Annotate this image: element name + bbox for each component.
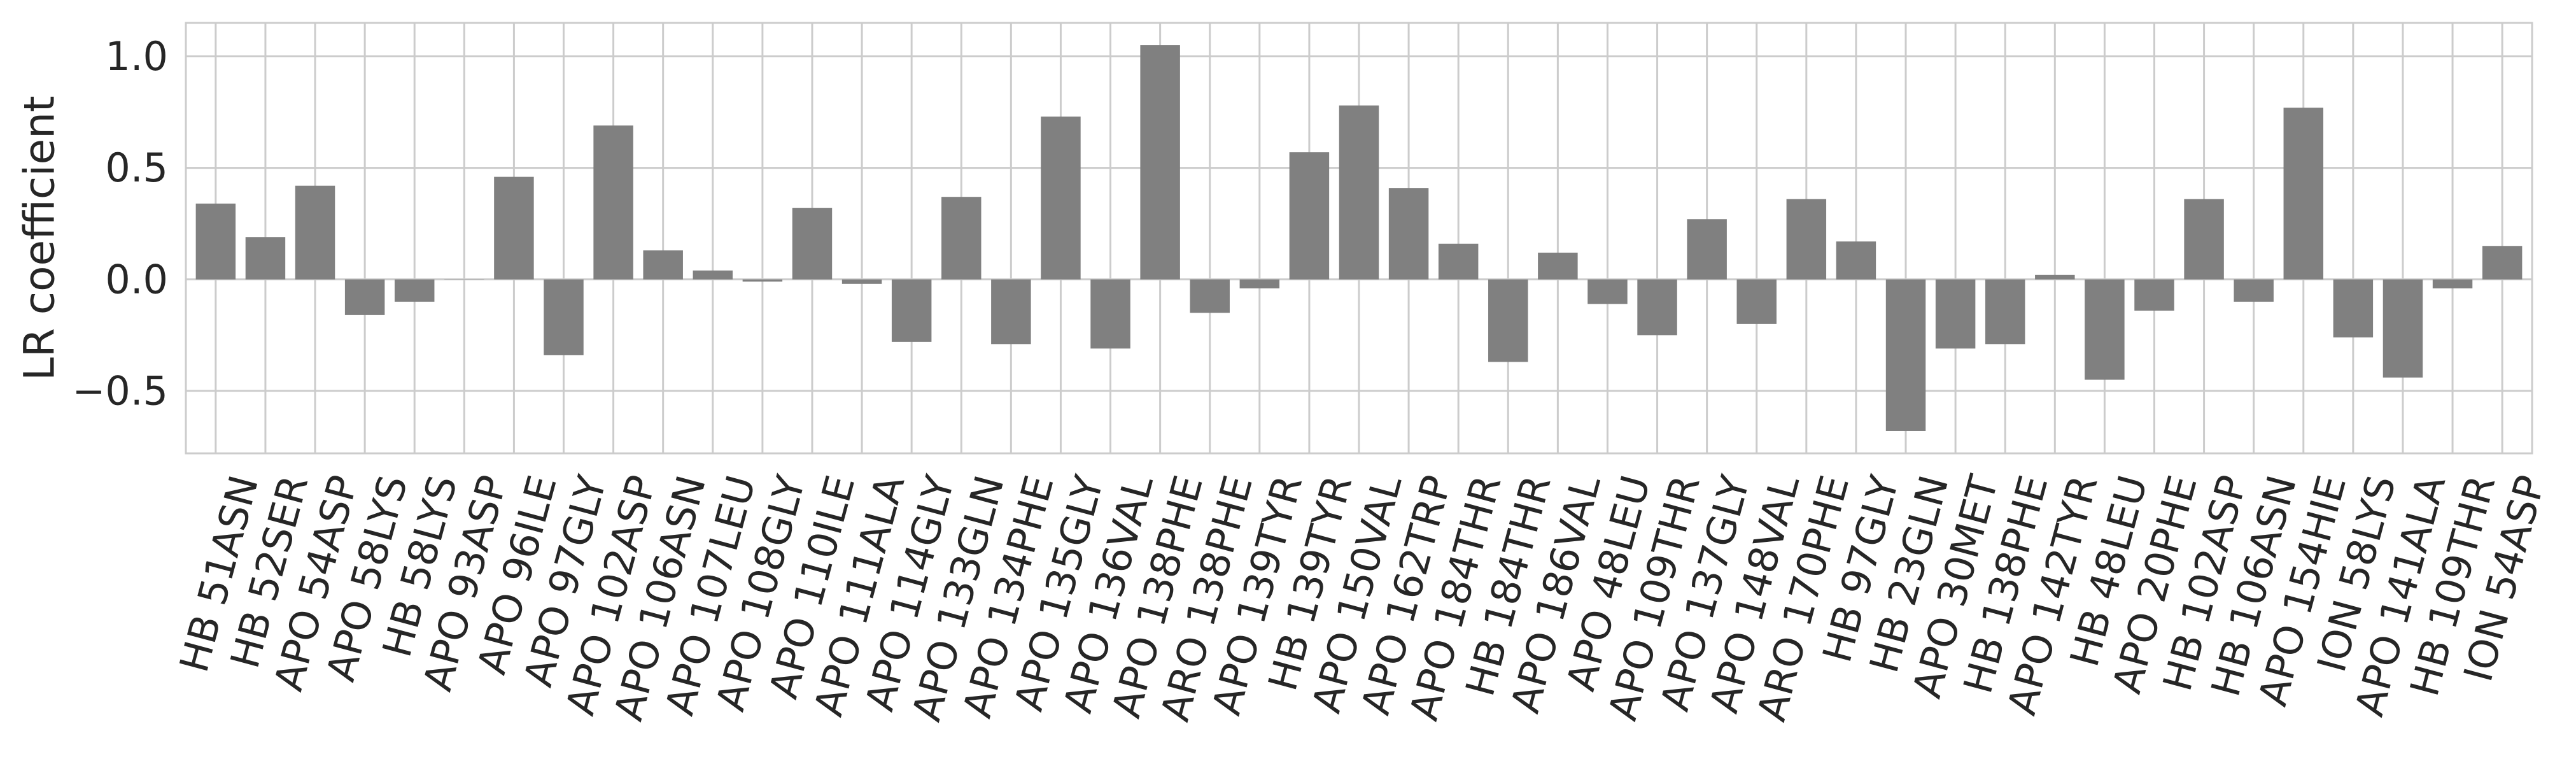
- bar: [1687, 219, 1727, 280]
- bar: [2085, 279, 2125, 380]
- bar: [2382, 279, 2423, 378]
- bar: [792, 208, 833, 280]
- y-axis-label: LR coefficient: [15, 96, 64, 381]
- bar: [1786, 199, 1827, 280]
- bar: [2184, 199, 2224, 280]
- bar: [1438, 243, 1479, 280]
- bar: [2432, 279, 2473, 288]
- bar: [1836, 241, 1876, 280]
- bar: [593, 125, 633, 280]
- bar: [195, 203, 236, 280]
- bar: [1736, 279, 1777, 324]
- bar: [1985, 279, 2025, 344]
- bar: [394, 279, 435, 302]
- bar: [742, 279, 783, 282]
- bar: [693, 270, 733, 280]
- bar: [2134, 279, 2174, 311]
- bar: [2234, 279, 2274, 302]
- plot-frame: [185, 22, 2533, 455]
- y-tick-label: 0.5: [105, 145, 168, 191]
- y-tick-label: −0.5: [72, 367, 168, 414]
- bar: [1388, 188, 1429, 280]
- bar: [2333, 279, 2374, 337]
- bars: [195, 45, 2523, 431]
- bar: [841, 279, 882, 284]
- y-tick-label: 0.0: [105, 256, 168, 302]
- bar: [1637, 279, 1677, 336]
- bar: [1239, 279, 1280, 288]
- bar: [295, 185, 335, 280]
- bar: [1339, 105, 1379, 280]
- bar: [245, 237, 286, 280]
- bar: [2283, 108, 2324, 280]
- bar: [494, 176, 534, 280]
- bar: [1041, 117, 1081, 280]
- y-tick-label: 1.0: [105, 33, 168, 80]
- bar: [2035, 274, 2075, 280]
- bar: [1488, 279, 1528, 362]
- bar: [2482, 246, 2523, 280]
- bar: [643, 250, 683, 280]
- bar: [1538, 252, 1578, 280]
- bar: [544, 279, 584, 355]
- y-tick-labels: −0.5 0.0 0.5 1.0: [72, 33, 168, 414]
- bar: [891, 279, 932, 342]
- bar: [1935, 279, 1976, 349]
- bar: [1885, 279, 1926, 431]
- bar: [1587, 279, 1628, 304]
- bar: [1289, 152, 1330, 280]
- bar: [1190, 279, 1230, 313]
- bar: [991, 279, 1031, 344]
- bar: [1140, 45, 1180, 280]
- bar: [344, 279, 385, 315]
- bar: [941, 197, 982, 280]
- bar: [1090, 279, 1130, 349]
